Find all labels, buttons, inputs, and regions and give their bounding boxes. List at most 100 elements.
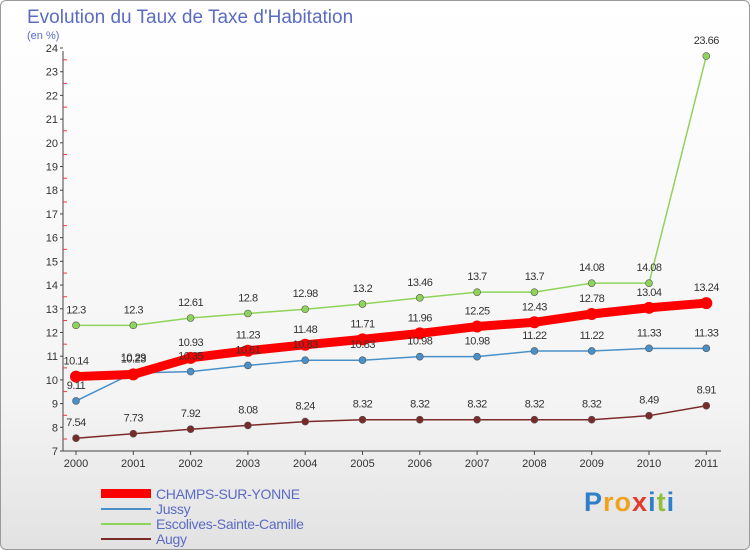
x-tick-label: 2003 [236,458,260,470]
legend-item: Escolives-Sainte-Camille [101,515,304,532]
data-point [356,333,369,346]
y-tick-label: 17 [46,209,58,221]
y-tick-label: 14 [46,280,58,292]
data-point [645,411,653,420]
data-label: 11.71 [350,318,375,330]
data-point [587,279,596,287]
data-point [186,367,195,376]
y-tick-label: 15 [46,256,58,268]
data-label: 8.32 [582,399,602,411]
data-point [299,338,312,351]
data-label: 23.66 [694,35,719,47]
x-tick-label: 2006 [408,458,432,470]
logo-letter: t [656,487,667,517]
y-tick-label: 11 [47,351,58,363]
y-tick-label: 22 [46,90,58,102]
data-label: 11.48 [293,324,318,336]
data-label: 12.43 [522,301,547,313]
data-label: 14.08 [636,262,661,274]
data-label: 7.54 [66,417,86,429]
y-tick-label: 21 [46,114,58,126]
data-point [413,327,426,340]
data-label: 10.98 [407,336,432,348]
y-tick-label: 10 [46,375,58,387]
data-point [643,301,655,314]
data-point [301,356,310,365]
data-point [70,370,82,383]
logo-letter: P [584,487,604,517]
data-label: 14.08 [579,262,604,274]
data-point [530,415,539,424]
data-label: 11.22 [580,330,605,342]
data-label: 11.96 [408,312,433,324]
data-point [700,297,713,310]
data-point [702,52,711,60]
data-point [415,415,424,424]
data-label: 10.61 [235,344,260,356]
series-line [71,298,711,382]
y-tick-label: 24 [46,43,58,55]
y-tick-label: 7 [52,446,58,458]
data-point [186,425,195,433]
data-label: 7.73 [124,413,144,425]
data-point [186,314,195,322]
data-point [587,415,596,424]
legend-swatch [101,507,151,510]
data-point [72,397,80,405]
x-tick-label: 2001 [121,458,145,470]
data-point [702,401,711,410]
y-tick-label: 16 [46,233,58,245]
data-label: 10.98 [465,336,490,348]
data-label: 13.2 [353,283,373,295]
data-point [645,279,653,287]
data-point [129,321,138,330]
data-label: 8.49 [639,395,659,407]
data-label: 12.98 [293,288,318,300]
data-point [473,415,481,424]
data-label: 12.8 [238,293,258,305]
data-point [528,316,541,329]
data-label: 13.04 [636,287,661,299]
x-tick-label: 2007 [465,458,489,470]
data-point [72,434,80,442]
data-label: 12.25 [465,306,490,318]
legend-label: CHAMPS-SUR-YONNE [156,485,300,502]
data-label: 10.83 [350,339,375,351]
x-tick-label: 2010 [637,458,661,470]
legend-label: Escolives-Sainte-Camille [156,515,304,532]
y-tick-label: 23 [46,67,58,79]
y-tick-label: 9 [52,399,58,411]
proxiti-logo: Proxiti [584,487,675,518]
data-label: 10.23 [121,353,146,365]
data-label: 10.14 [63,356,88,368]
data-label: 12.78 [579,293,604,305]
data-point [244,421,252,430]
data-point [129,429,138,438]
data-point [127,368,140,381]
data-point [72,321,80,330]
data-label: 8.08 [238,404,258,416]
series-line [75,404,708,439]
data-point [184,351,197,364]
series-line [75,55,708,327]
legend-item: Augy [101,531,304,547]
data-point [471,320,484,333]
logo-letter: o [614,487,633,517]
legend-item: CHAMPS-SUR-YONNE [101,485,304,502]
data-label: 10.83 [293,339,318,351]
x-tick-label: 2008 [522,458,546,470]
data-label: 12.3 [124,304,144,316]
data-label: 7.92 [181,408,201,420]
data-label: 10.35 [178,351,203,363]
data-label: 8.32 [525,399,545,411]
data-label: 11.33 [637,327,662,339]
data-point [358,356,367,365]
data-point [301,417,310,426]
logo-letter: i [648,487,657,517]
data-point [587,347,596,355]
data-label: 12.61 [178,297,203,309]
data-point [244,361,252,370]
data-label: 8.32 [410,399,430,411]
